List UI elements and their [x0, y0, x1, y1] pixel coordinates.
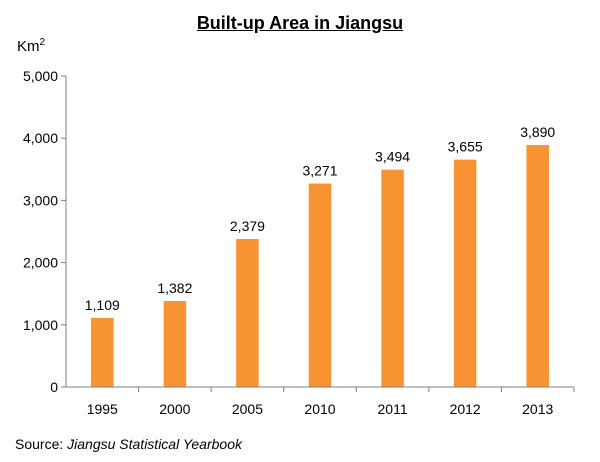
y-tick-label: 4,000 [23, 130, 58, 146]
bars [91, 145, 549, 387]
source-prefix: Source: [15, 436, 68, 452]
y-tick-label: 5,000 [23, 68, 58, 84]
x-tick-label-2000: 2000 [159, 401, 190, 417]
y-axis-unit-text: Km [17, 38, 40, 55]
bar-2005 [236, 239, 259, 387]
bar-2010 [308, 183, 332, 387]
data-label-1995: 1,109 [85, 297, 120, 313]
data-label-2013: 3,890 [520, 124, 555, 140]
bar-2013 [526, 145, 549, 387]
data-label-2000: 1,382 [157, 280, 192, 296]
y-axis-unit-superscript: 2 [39, 37, 46, 48]
data-label-2011: 3,494 [375, 149, 410, 165]
x-tick-label-2005: 2005 [232, 401, 263, 417]
bar-2012 [453, 159, 477, 387]
x-tick-label-2013: 2013 [522, 401, 553, 417]
data-label-2010: 3,271 [302, 163, 337, 179]
bar-2011 [381, 169, 404, 387]
data-label-2005: 2,379 [230, 218, 265, 234]
data-label-2012: 3,655 [448, 139, 483, 155]
source-note: Source: Jiangsu Statistical Yearbook [15, 436, 242, 452]
data-labels: 1,109 1,382 2,379 3,271 3,494 3,655 3,890 [85, 124, 556, 313]
y-tick-label: 0 [50, 379, 58, 395]
chart-title: Built-up Area in Jiangsu [196, 13, 404, 33]
x-tick-label-2011: 2011 [378, 401, 408, 417]
x-tick-label-2010: 2010 [304, 401, 335, 417]
bar-1995 [91, 318, 114, 387]
y-axis-ticks: 0 1,000 2,000 3,000 4,000 5,000 [23, 68, 66, 395]
y-axis-unit: Km2 [17, 37, 45, 55]
bar-2000 [163, 301, 187, 387]
y-tick-label: 3,000 [23, 192, 58, 208]
x-axis-ticks: 1995 2000 2005 2010 2011 2012 2013 [87, 387, 575, 417]
y-tick-label: 1,000 [23, 317, 58, 333]
x-tick-label-1995: 1995 [87, 401, 118, 417]
y-tick-label: 2,000 [23, 255, 58, 271]
source-name: Jiangsu Statistical Yearbook [67, 436, 242, 452]
x-tick-label-2012: 2012 [450, 401, 481, 417]
